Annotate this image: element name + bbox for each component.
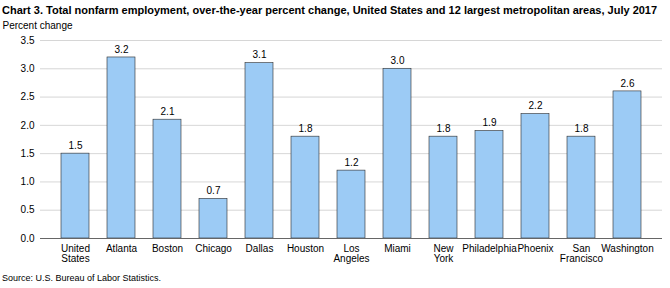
html-text:Source: U.S. Bureau of Labor S: Source: U.S. Bureau of Labor Statistics.	[2, 273, 162, 283]
svg-text:Houston: Houston	[287, 243, 324, 254]
svg-text:Washington: Washington	[601, 243, 653, 254]
svg-text:1.2: 1.2	[345, 157, 359, 168]
svg-text:1.8: 1.8	[575, 123, 589, 134]
svg-text:Phoenix: Phoenix	[517, 243, 553, 254]
svg-text:LosAngeles: LosAngeles	[333, 243, 369, 264]
svg-text:3.0: 3.0	[391, 55, 405, 66]
html-text:Chart 3. Total nonfarm employm: Chart 3. Total nonfarm employment, over-…	[2, 4, 658, 16]
svg-text:Dallas: Dallas	[246, 243, 274, 254]
svg-text:SanFrancisco: SanFrancisco	[560, 243, 604, 264]
svg-text:1.5: 1.5	[21, 148, 35, 159]
svg-text:2.2: 2.2	[529, 100, 543, 111]
svg-text:2.1: 2.1	[161, 106, 175, 117]
svg-text:3.5: 3.5	[21, 35, 35, 46]
svg-text:1.8: 1.8	[437, 123, 451, 134]
svg-text:Atlanta: Atlanta	[106, 243, 138, 254]
svg-text:Chicago: Chicago	[195, 243, 232, 254]
svg-text:Miami: Miami	[384, 243, 411, 254]
svg-text:UnitedStates: UnitedStates	[61, 243, 90, 264]
svg-text:1.0: 1.0	[21, 176, 35, 187]
svg-text:1.8: 1.8	[299, 123, 313, 134]
svg-text:0.0: 0.0	[21, 233, 35, 244]
svg-text:1.9: 1.9	[483, 117, 497, 128]
svg-text:Percent change: Percent change	[3, 20, 73, 31]
svg-text:2.0: 2.0	[21, 120, 35, 131]
svg-text:Philadelphia: Philadelphia	[462, 243, 517, 254]
svg-text:NewYork: NewYork	[433, 243, 454, 264]
svg-text:3.2: 3.2	[115, 44, 129, 55]
svg-text:2.6: 2.6	[621, 78, 635, 89]
svg-text:0.7: 0.7	[207, 185, 221, 196]
svg-text:Boston: Boston	[152, 243, 183, 254]
svg-text:0.5: 0.5	[21, 204, 35, 215]
svg-text:1.5: 1.5	[69, 140, 83, 151]
svg-text:3.1: 3.1	[253, 49, 267, 60]
svg-text:3.0: 3.0	[21, 63, 35, 74]
svg-text:2.5: 2.5	[21, 91, 35, 102]
